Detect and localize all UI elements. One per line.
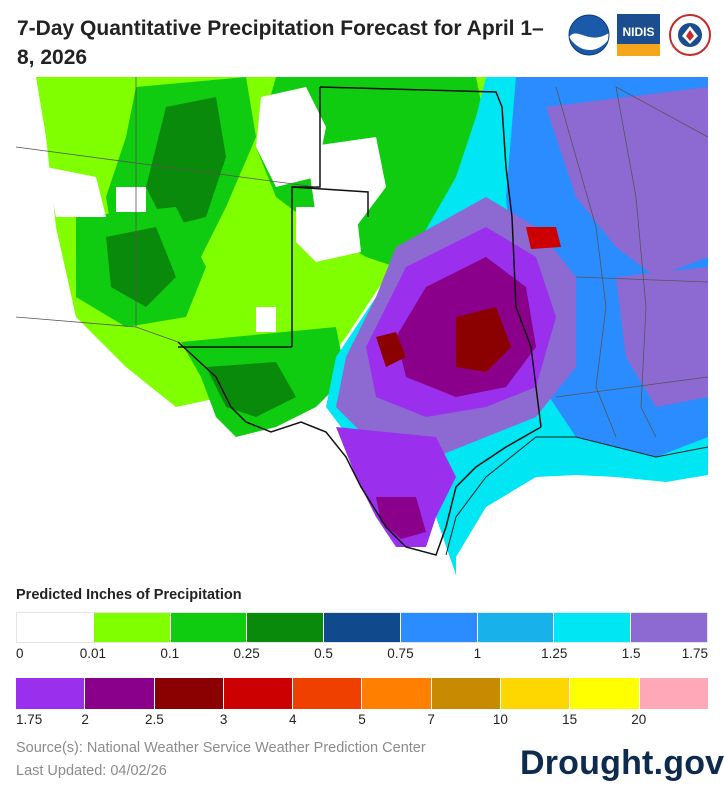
- legend-swatch: [246, 613, 324, 642]
- legend-swatch: [17, 613, 93, 642]
- map-title: 7-Day Quantitative Precipitation Forecas…: [17, 17, 544, 69]
- legend-tick-label: 7: [427, 712, 435, 727]
- legend-tick-label: 1.25: [541, 646, 568, 661]
- source-text: Source(s): National Weather Service Weat…: [16, 740, 426, 756]
- nws-logo[interactable]: [669, 14, 711, 56]
- legend-tick-label: 2.5: [145, 712, 164, 727]
- legend-swatch: [569, 678, 639, 709]
- legend-swatch: [92, 613, 170, 642]
- noaa-logo[interactable]: [568, 14, 610, 56]
- legend-tick-label: 1.75: [16, 712, 43, 727]
- legend-swatch: [153, 678, 223, 709]
- legend-tick-label: 0.01: [79, 646, 107, 661]
- legend-tick-label: 10: [492, 712, 508, 727]
- legend-tick-label: 1.75: [681, 646, 708, 661]
- legend-title: Predicted Inches of Precipitation: [16, 587, 242, 603]
- last-updated-text: Last Updated: 04/02/26: [16, 763, 167, 779]
- legend-swatch: [84, 678, 154, 709]
- legend-swatch: [222, 678, 293, 709]
- legend-tick-label: 1.5: [621, 646, 641, 661]
- legend-swatch: [323, 613, 400, 642]
- legend-tick-label: 0.1: [160, 646, 180, 661]
- legend-color-row-2: [16, 678, 708, 709]
- legend-tick-label: 2: [81, 712, 89, 727]
- legend-swatch: [169, 613, 247, 642]
- legend-tick-label: 0.5: [314, 646, 333, 661]
- legend-tick-label: 15: [562, 712, 578, 727]
- legend-swatch: [399, 613, 477, 642]
- legend-swatch: [500, 678, 570, 709]
- legend-swatch: [430, 678, 501, 709]
- legend-swatch: [16, 678, 85, 709]
- drought-gov-logo[interactable]: Drought.gov: [520, 744, 724, 782]
- precipitation-map: [16, 77, 708, 575]
- svg-text:NIDIS: NIDIS: [622, 25, 654, 39]
- nidis-logo[interactable]: NIDIS: [617, 14, 660, 56]
- legend-ticks-row-2: 1.75 2 2.5 3 4 5 7 10 15 20: [16, 712, 708, 730]
- legend-swatch: [630, 613, 708, 642]
- legend-ticks-row-1: 0 0.01 0.1 0.25 0.5 0.75 1 1.25 1.5 1.75: [16, 646, 708, 664]
- legend-swatch: [361, 678, 431, 709]
- legend-tick-label: 4: [289, 712, 297, 727]
- legend-tick-label: 0.75: [387, 646, 414, 661]
- legend-tick-label: 3: [219, 712, 228, 727]
- legend-swatch: [553, 613, 631, 642]
- legend-swatch: [292, 678, 362, 709]
- legend-swatch: [476, 613, 554, 642]
- legend-tick-label: 0.25: [233, 646, 260, 661]
- legend-swatch: [638, 678, 708, 709]
- legend-tick-label: 0: [16, 646, 24, 661]
- legend-tick-label: 20: [631, 712, 647, 727]
- legend-color-row-1: [16, 612, 708, 643]
- legend-tick-label: 1: [473, 646, 482, 661]
- legend-tick-label: 5: [358, 712, 366, 727]
